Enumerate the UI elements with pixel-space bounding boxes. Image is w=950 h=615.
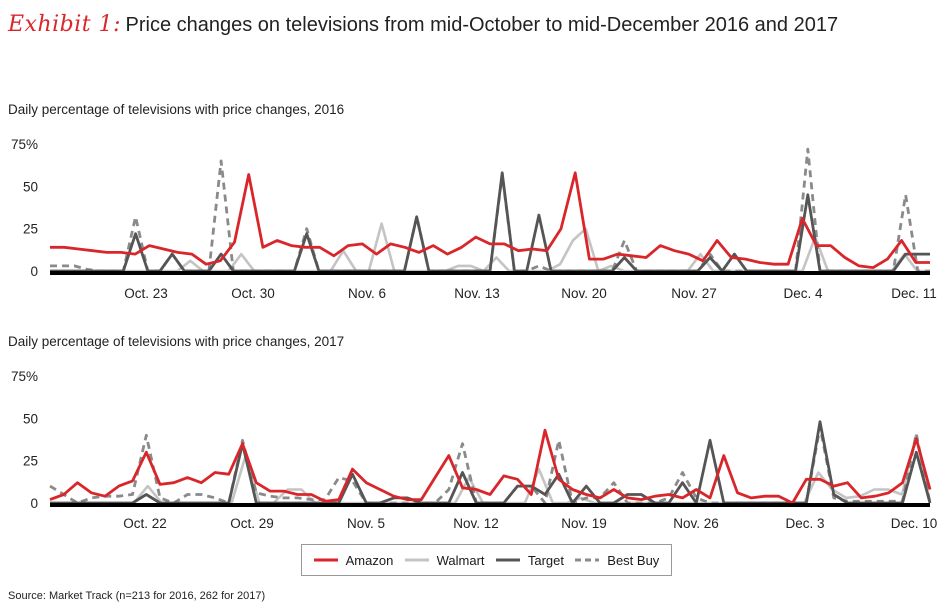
amazon-swatch xyxy=(313,558,338,562)
legend-label-best-buy: Best Buy xyxy=(607,552,660,568)
exhibit-label: Exhibit 1: xyxy=(8,12,122,37)
best-buy-swatch xyxy=(575,558,600,562)
x-tick-label: Nov. 12 xyxy=(453,516,499,531)
y-tick-label: 50 xyxy=(23,411,38,426)
x-tick-label: Nov. 5 xyxy=(347,516,385,531)
y-tick-label: 50 xyxy=(23,179,38,194)
x-tick-label: Dec. 3 xyxy=(785,516,824,531)
series-line-amazon xyxy=(50,171,930,270)
target-swatch xyxy=(495,558,520,562)
x-tick-label: Dec. 4 xyxy=(783,286,823,301)
x-tick-label: Oct. 23 xyxy=(124,286,168,301)
y-tick-label: 0 xyxy=(30,496,38,511)
y-tick-label: 0 xyxy=(30,264,38,279)
x-tick-label: Nov. 27 xyxy=(671,286,717,301)
x-tick-label: Nov. 26 xyxy=(673,516,719,531)
legend-item-walmart: Walmart xyxy=(404,552,485,568)
x-tick-label: Nov. 20 xyxy=(561,286,607,301)
chart-2017: 75% 50 25 0 Oct. 22 Oct. 29 Nov. 5 Nov. 12 Nov. … xyxy=(11,369,938,531)
legend-item-amazon: Amazon xyxy=(313,552,394,568)
legend-label-target: Target xyxy=(527,552,564,568)
series-line-amazon xyxy=(49,428,932,505)
y-tick-label: 75% xyxy=(11,137,38,152)
legend-item-target: Target xyxy=(495,552,564,568)
x-tick-label: Oct. 29 xyxy=(230,516,274,531)
page-title: Price changes on televisions from mid-Oc… xyxy=(125,14,839,36)
source-note: Source: Market Track (n=213 for 2016, 26… xyxy=(8,590,266,602)
x-tick-label: Dec. 10 xyxy=(891,516,938,531)
x-tick-label: Nov. 13 xyxy=(454,286,500,301)
y-tick-label: 25 xyxy=(23,454,38,469)
x-tick-label: Oct. 30 xyxy=(231,286,275,301)
y-tick-label: 75% xyxy=(11,369,38,384)
legend: Amazon Walmart Target Best Buy xyxy=(301,544,672,576)
x-tick-label: Dec. 11 xyxy=(891,286,937,301)
x-tick-label: Nov. 19 xyxy=(561,516,607,531)
x-tick-label: Oct. 22 xyxy=(123,516,167,531)
chart-2016-subtitle: Daily percentage of televisions with pri… xyxy=(8,102,345,117)
x-tick-label: Nov. 6 xyxy=(348,286,386,301)
legend-label-amazon: Amazon xyxy=(345,552,394,568)
chart-2017-subtitle: Daily percentage of televisions with pri… xyxy=(8,334,345,349)
legend-label-walmart: Walmart xyxy=(436,552,485,568)
legend-item-best-buy: Best Buy xyxy=(575,553,659,568)
header: Exhibit 1: Price changes on televisions … xyxy=(8,12,838,37)
y-tick-label: 25 xyxy=(23,222,38,237)
chart-2016: 75% 50 25 0 Oct. 23 Oct. 30 Nov. 6 Nov. 13 Nov. … xyxy=(11,137,937,301)
walmart-swatch xyxy=(404,558,429,562)
series-line-target xyxy=(50,171,930,273)
